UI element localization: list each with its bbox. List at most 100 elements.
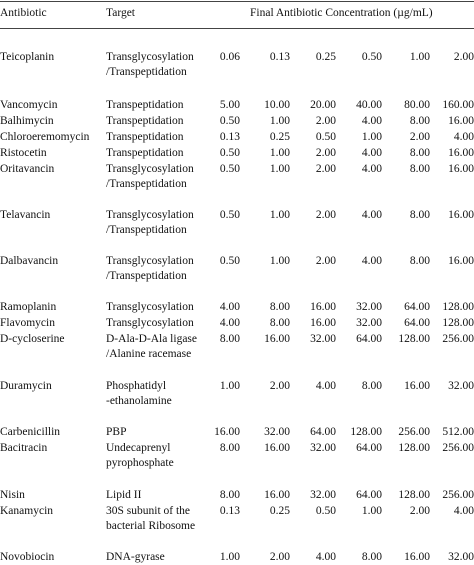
concentration-value: 32.00 bbox=[310, 442, 336, 454]
antibiotic-name: Novobiocin bbox=[0, 551, 55, 563]
concentration-value: 5.00 bbox=[219, 99, 240, 111]
concentration-value: 512.00 bbox=[442, 426, 474, 438]
target-text: /Alanine racemase bbox=[106, 348, 192, 360]
target-text: /Transpeptidation bbox=[106, 270, 187, 282]
concentration-value: 16.00 bbox=[448, 163, 474, 175]
target-text: Transglycosylation bbox=[106, 301, 194, 313]
target-text: Transglycosylation bbox=[106, 209, 194, 221]
target-text: -ethanolamine bbox=[106, 395, 172, 407]
concentration-value: 8.00 bbox=[269, 301, 290, 313]
concentration-value: 32.00 bbox=[448, 551, 474, 563]
antibiotic-name: D-cycloserine bbox=[0, 333, 65, 345]
concentration-value: 1.00 bbox=[219, 380, 240, 392]
concentration-value: 256.00 bbox=[442, 333, 474, 345]
concentration-value: 16.00 bbox=[214, 426, 240, 438]
concentration-value: 2.00 bbox=[315, 147, 336, 159]
concentration-value: 4.00 bbox=[361, 209, 382, 221]
concentration-value: 20.00 bbox=[310, 99, 336, 111]
header-target: Target bbox=[106, 7, 135, 19]
concentration-value: 32.00 bbox=[448, 380, 474, 392]
header-antibiotic: Antibiotic bbox=[0, 7, 47, 19]
concentration-value: 0.50 bbox=[219, 115, 240, 127]
concentration-value: 1.00 bbox=[361, 131, 382, 143]
target-text: Undecaprenyl bbox=[106, 442, 171, 454]
concentration-value: 2.00 bbox=[409, 131, 430, 143]
concentration-value: 4.00 bbox=[361, 147, 382, 159]
concentration-value: 8.00 bbox=[409, 255, 430, 267]
concentration-value: 32.00 bbox=[310, 333, 336, 345]
concentration-value: 1.00 bbox=[361, 505, 382, 517]
concentration-value: 32.00 bbox=[310, 489, 336, 501]
concentration-value: 8.00 bbox=[219, 489, 240, 501]
concentration-value: 32.00 bbox=[356, 301, 382, 313]
concentration-value: 16.00 bbox=[310, 317, 336, 329]
antibiotic-name: Kanamycin bbox=[0, 505, 54, 517]
target-text: PBP bbox=[106, 426, 127, 438]
concentration-value: 8.00 bbox=[361, 551, 382, 563]
concentration-value: 64.00 bbox=[356, 442, 382, 454]
antibiotic-name: Telavancin bbox=[0, 209, 51, 221]
target-text: Transpeptidation bbox=[106, 131, 184, 143]
antibiotic-name: Nisin bbox=[0, 489, 25, 501]
concentration-value: 16.00 bbox=[264, 333, 290, 345]
concentration-value: 8.00 bbox=[409, 209, 430, 221]
concentration-value: 16.00 bbox=[448, 255, 474, 267]
concentration-value: 0.50 bbox=[219, 255, 240, 267]
concentration-value: 8.00 bbox=[409, 163, 430, 175]
concentration-value: 2.00 bbox=[269, 551, 290, 563]
target-text: 30S subunit of the bbox=[106, 505, 191, 517]
concentration-value: 2.00 bbox=[315, 209, 336, 221]
concentration-value: 2.00 bbox=[315, 163, 336, 175]
target-text: /Transpeptidation bbox=[106, 178, 187, 190]
antibiotic-name: Chloroeremomycin bbox=[0, 131, 90, 143]
concentration-value: 0.50 bbox=[361, 51, 382, 63]
concentration-value: 256.00 bbox=[398, 426, 430, 438]
antibiotic-name: Ristocetin bbox=[0, 147, 47, 159]
concentration-value: 1.00 bbox=[269, 147, 290, 159]
antibiotic-name: Balhimycin bbox=[0, 115, 54, 127]
concentration-value: 16.00 bbox=[448, 209, 474, 221]
concentration-value: 16.00 bbox=[448, 115, 474, 127]
concentration-value: 32.00 bbox=[356, 317, 382, 329]
concentration-value: 1.00 bbox=[269, 163, 290, 175]
concentration-value: 64.00 bbox=[404, 317, 430, 329]
concentration-value: 0.25 bbox=[315, 51, 336, 63]
table-top-rule bbox=[0, 1, 474, 2]
concentration-value: 16.00 bbox=[448, 147, 474, 159]
antibiotic-name: Flavomycin bbox=[0, 317, 55, 329]
concentration-value: 0.25 bbox=[269, 505, 290, 517]
concentration-value: 10.00 bbox=[264, 99, 290, 111]
concentration-value: 160.00 bbox=[442, 99, 474, 111]
concentration-value: 64.00 bbox=[356, 489, 382, 501]
concentration-value: 16.00 bbox=[404, 551, 430, 563]
target-text: D-Ala-D-Ala ligase bbox=[106, 333, 198, 345]
target-text: pyrophosphate bbox=[106, 457, 174, 469]
concentration-value: 128.00 bbox=[398, 489, 430, 501]
target-text: Lipid II bbox=[106, 489, 142, 501]
target-text: Phosphatidyl bbox=[106, 380, 167, 392]
concentration-value: 4.00 bbox=[315, 380, 336, 392]
antibiotic-name: Oritavancin bbox=[0, 163, 55, 175]
concentration-value: 8.00 bbox=[269, 317, 290, 329]
concentration-value: 4.00 bbox=[453, 505, 474, 517]
target-text: Transpeptidation bbox=[106, 115, 184, 127]
target-text: DNA-gyrase bbox=[106, 551, 165, 563]
concentration-value: 0.25 bbox=[269, 131, 290, 143]
concentration-value: 64.00 bbox=[310, 426, 336, 438]
concentration-value: 0.50 bbox=[315, 131, 336, 143]
concentration-value: 128.00 bbox=[442, 301, 474, 313]
concentration-value: 4.00 bbox=[219, 317, 240, 329]
concentration-value: 1.00 bbox=[269, 115, 290, 127]
concentration-value: 1.00 bbox=[269, 255, 290, 267]
concentration-value: 0.13 bbox=[219, 131, 240, 143]
concentration-value: 8.00 bbox=[219, 333, 240, 345]
concentration-value: 256.00 bbox=[442, 489, 474, 501]
antibiotic-name: Vancomycin bbox=[0, 99, 58, 111]
target-text: Transglycosylation bbox=[106, 255, 194, 267]
target-text: Transpeptidation bbox=[106, 99, 184, 111]
concentration-value: 8.00 bbox=[409, 147, 430, 159]
concentration-value: 16.00 bbox=[310, 301, 336, 313]
concentration-value: 0.50 bbox=[315, 505, 336, 517]
concentration-value: 16.00 bbox=[264, 489, 290, 501]
concentration-value: 16.00 bbox=[404, 380, 430, 392]
